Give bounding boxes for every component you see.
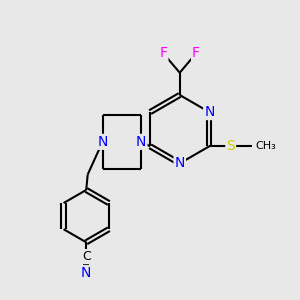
Text: N: N <box>204 105 214 119</box>
Text: F: F <box>159 46 167 60</box>
Text: C: C <box>82 250 91 263</box>
Text: F: F <box>192 46 200 60</box>
Text: N: N <box>175 156 185 170</box>
Text: S: S <box>226 139 235 153</box>
Text: N: N <box>81 266 92 280</box>
Text: CH₃: CH₃ <box>255 141 276 151</box>
Text: N: N <box>98 135 108 149</box>
Text: N: N <box>136 135 146 149</box>
